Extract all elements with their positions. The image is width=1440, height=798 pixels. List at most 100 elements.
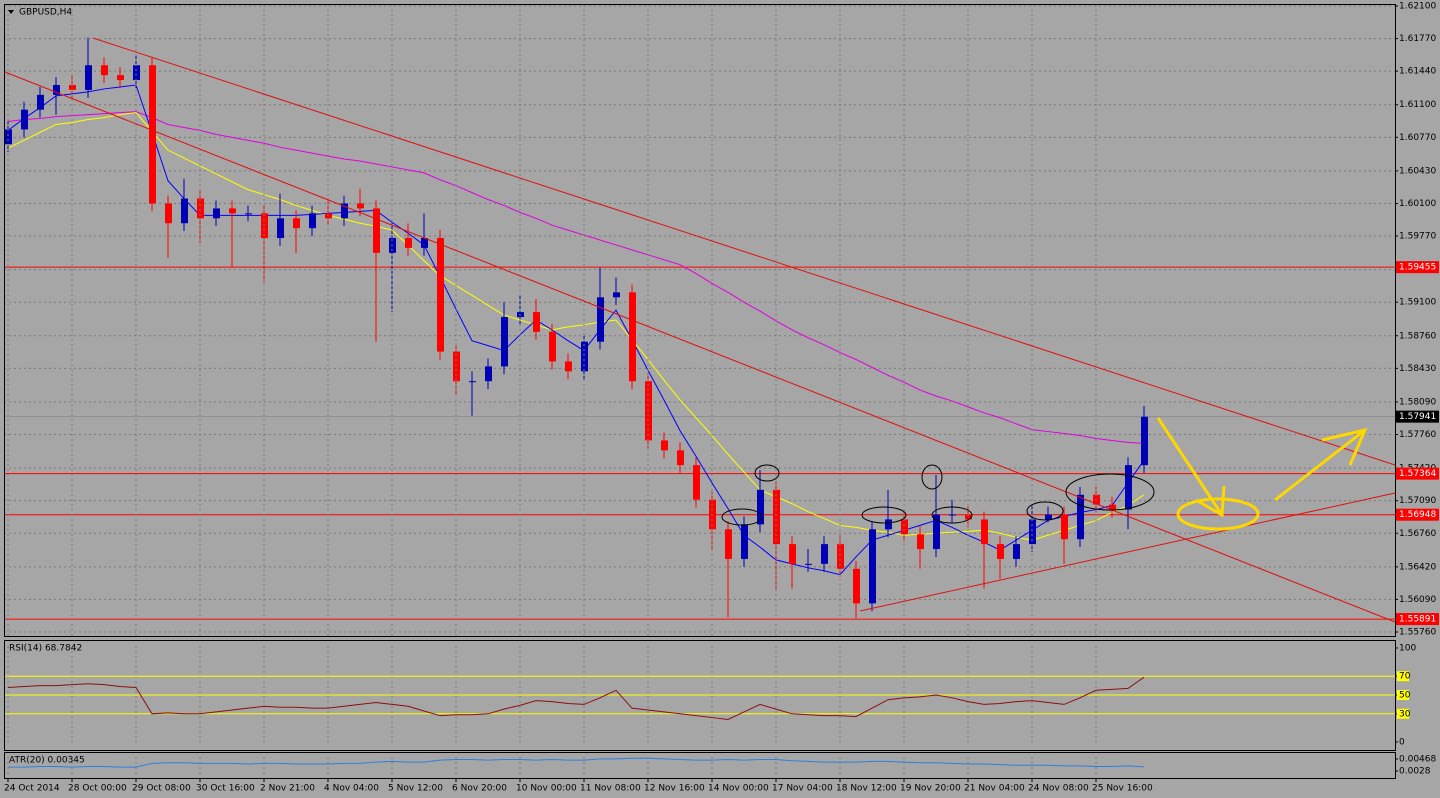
candle-body [1061,514,1068,540]
candle-body [229,208,236,214]
y-tick-label: 1.60100 [1399,199,1436,209]
rsi-title: RSI(14) 68.7842 [9,644,82,654]
candle-body [549,331,556,362]
candle-body [597,297,604,342]
indicator-line [8,757,1145,768]
candle-body [773,489,780,545]
y-tick-label: 1.56420 [1399,562,1436,572]
candle-body [181,198,188,224]
candle-body [309,213,316,229]
candle-body [1077,494,1084,540]
level-tag [1396,508,1439,521]
rsi-panel-frame [4,640,1396,751]
x-tick-label: 4 Nov 04:00 [324,784,379,794]
indicator-line [7,676,1145,720]
y-tick-label: 1.57760 [1399,430,1436,440]
moving-average [7,112,1145,541]
candle-body [21,109,28,130]
x-tick-label: 14 Nov 00:00 [708,784,769,794]
level-tag [1397,708,1409,719]
candle-body [981,519,988,545]
candle-body [613,292,620,298]
candle-body [565,361,572,372]
candle-body [37,94,44,110]
candle-body [789,544,796,564]
candle-body [357,203,364,209]
y-tick-label: 1.56090 [1399,595,1436,605]
x-tick-label: 30 Oct 16:00 [196,784,255,794]
y-tick-label: 1.61440 [1399,67,1436,77]
candle-body [53,84,60,95]
candle-body [1141,416,1148,466]
candle-body [69,84,76,90]
level-label: 1.55891 [1399,615,1436,625]
candle-body [485,366,492,382]
y-tick-label: 100 [1399,644,1416,654]
y-tick-label: 1.60430 [1399,166,1436,176]
candle-body [165,203,172,224]
level-label: 1.59455 [1399,263,1436,273]
candle-body [469,381,476,383]
candle-body [341,203,348,219]
chart-layer: 1.62100 1.61770 1.61440 1.61100 1.60770 1.604… [4,2,1439,794]
y-tick-label: 1.60770 [1399,133,1436,143]
candle-body [741,524,748,559]
candle-body [1109,504,1116,510]
arrow-up [1274,427,1368,502]
symbol-menu-icon[interactable] [8,10,14,14]
trendline [92,37,1396,466]
candle-body [901,519,908,535]
candle-body [629,292,636,382]
y-tick-label: 1.58760 [1399,331,1436,341]
x-tick-label: 29 Oct 08:00 [132,784,191,794]
candle-body [1125,465,1132,510]
x-tick-label: 28 Oct 00:00 [68,784,127,794]
arrow-down [1156,417,1226,518]
highlight-ellipse [754,464,780,482]
x-tick-label: 2 Nov 21:00 [260,784,315,794]
atr-panel-frame [4,752,1396,779]
candle-body [693,465,700,500]
chart-title: GBPUSD,H4 [19,8,72,18]
atr-title: ATR(20) 0.00345 [9,756,85,766]
x-tick-label: 11 Nov 08:00 [580,784,641,794]
candle-body [133,65,140,81]
candle-body [437,238,444,352]
level-tag [1397,690,1409,700]
candle-body [1029,519,1036,545]
last-price-label: 1.57941 [1399,412,1436,422]
highlight-ellipse [1065,473,1155,511]
candle-body [213,208,220,219]
candle-body [277,218,284,239]
candle-body [757,489,764,525]
candle-body [949,514,956,516]
highlight-ellipse [931,506,973,524]
x-tick-label: 19 Nov 20:00 [900,784,961,794]
annotations: GBPUSD,H4 RSI(14) 68.7842 ATR(20) 0.0034… [4,8,1396,766]
candle-body [933,514,940,550]
candle-body [197,198,204,219]
x-tick-label: 17 Nov 04:00 [772,784,833,794]
y-tick-label: 0.00468 [1399,755,1436,765]
candle-body [5,129,12,145]
candle-body [837,544,844,569]
y-tick-label: 1.55760 [1399,628,1436,638]
candle-body [117,75,124,81]
candle-body [85,65,92,90]
y-tick-label: 1.58430 [1399,364,1436,374]
candle-body [405,238,412,248]
candle-body [501,317,508,367]
y-tick-label: 70 [1399,672,1411,682]
y-tick-label: 0.0028 [1399,767,1431,777]
candle-body [885,519,892,530]
y-tick-label: 1.61100 [1399,100,1436,110]
candle-body [453,351,460,382]
x-tick-label: 6 Nov 20:00 [452,784,507,794]
highlight-ellipse [721,508,763,526]
candle-body [101,65,108,76]
candle-body [725,529,732,559]
candle-body [421,238,428,248]
y-tick-label: 1.59770 [1399,232,1436,242]
highlight-ellipse [921,464,943,490]
